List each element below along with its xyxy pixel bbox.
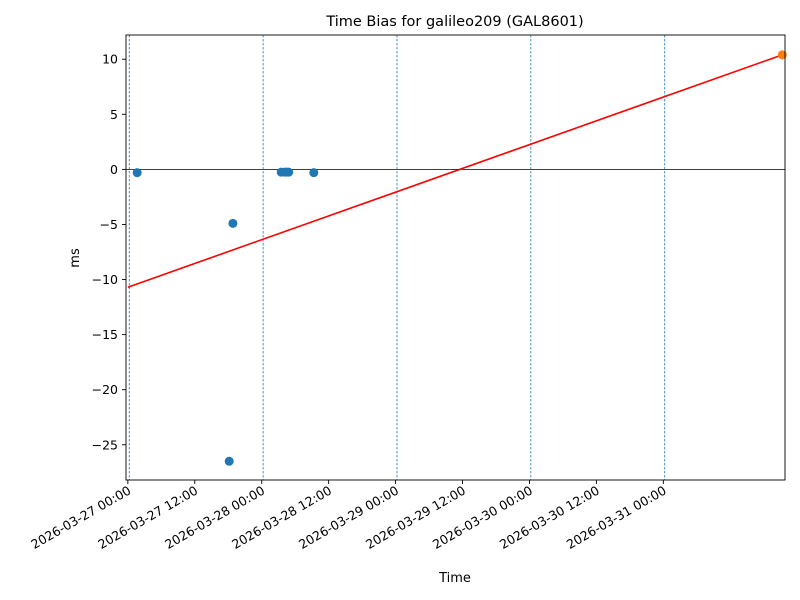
y-axis-label: ms: [68, 248, 83, 268]
y-tick-label: 5: [110, 107, 118, 122]
y-tick-label: −10: [92, 272, 118, 287]
data-point: [132, 168, 142, 178]
data-point: [309, 168, 319, 178]
chart-title: Time Bias for galileo209 (GAL8601): [325, 14, 583, 30]
y-tick-label: 10: [102, 52, 118, 67]
trend-line: [127, 54, 783, 288]
data-point: [224, 456, 234, 466]
plot-frame: [125, 34, 786, 481]
data-point: [284, 167, 294, 177]
y-tick-label: −20: [92, 382, 118, 397]
y-tick-label: −15: [92, 327, 118, 342]
data-point: [228, 218, 238, 228]
plot-area: [126, 35, 787, 480]
y-tick-label: −5: [100, 217, 118, 232]
data-point: [777, 50, 787, 60]
y-tick-label: 0: [110, 162, 118, 177]
x-axis-label: Time: [438, 571, 471, 586]
y-tick-label: −25: [92, 437, 118, 452]
